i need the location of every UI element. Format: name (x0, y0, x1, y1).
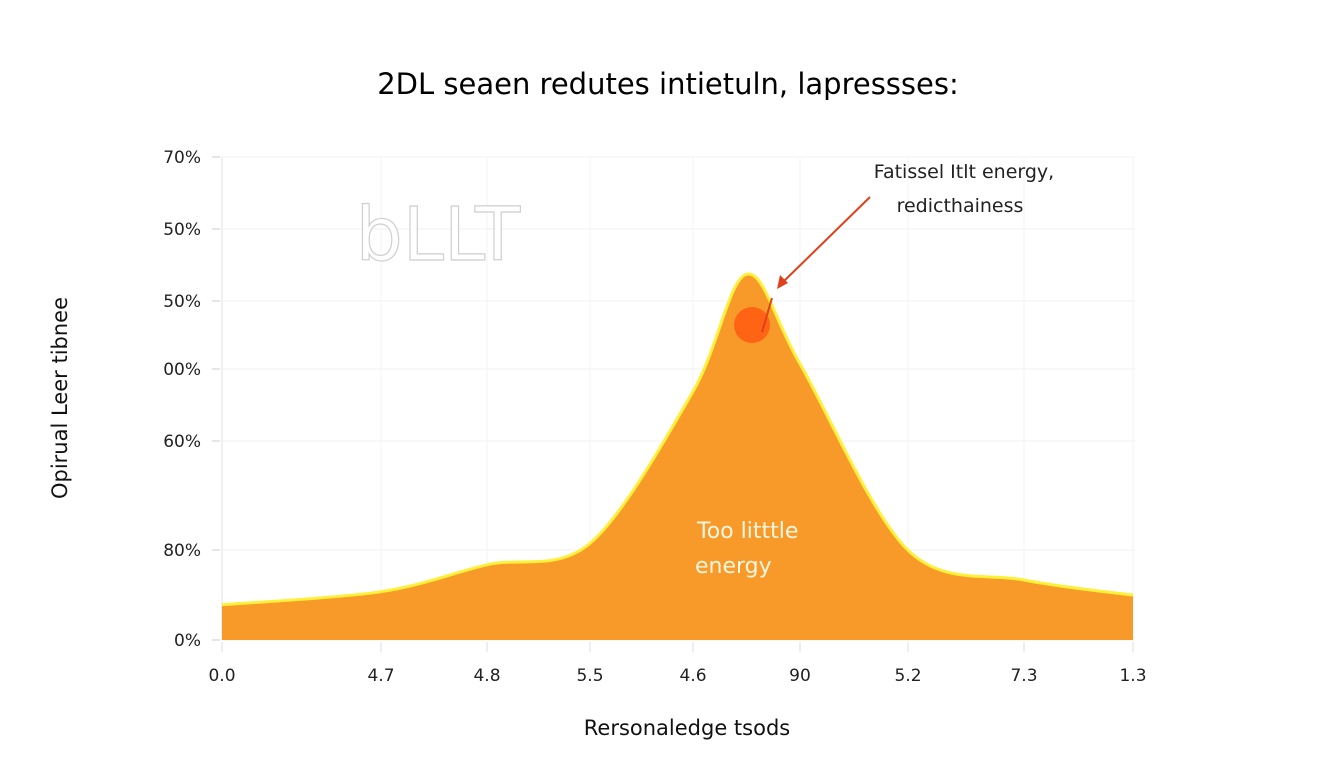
y-tick-label: 00% (163, 360, 201, 380)
x-tick-label: 4.6 (679, 666, 706, 686)
x-tick-label: 90 (789, 666, 811, 686)
y-tick-label: 60% (163, 432, 201, 452)
chart-title: 2DL seaen redutes intietuln, lapressses: (377, 67, 959, 101)
x-axis: 0.0 4.7 4.8 5.5 4.6 90 5.2 7.3 1.3 (208, 642, 1147, 686)
inside-label-line1: Too litttle (696, 519, 798, 544)
x-axis-title: Rersonaledge tsods (584, 716, 790, 740)
watermark: bLLT (356, 192, 521, 278)
x-tick-label: 4.8 (473, 666, 500, 686)
y-tick-label: 0% (174, 631, 201, 651)
inside-label-line2: energy (695, 554, 772, 579)
y-tick-label: 70% (163, 148, 201, 168)
peak-marker (734, 307, 770, 343)
series-line (221, 272, 1134, 607)
callout-label-line2: redicthainess (897, 195, 1024, 217)
x-tick-label: 0.0 (208, 666, 235, 686)
x-tick-label: 1.3 (1119, 666, 1146, 686)
y-tick-label: 80% (163, 541, 201, 561)
callout-pointer (761, 297, 773, 333)
x-tick-label: 5.5 (576, 666, 603, 686)
area-fill (222, 274, 1133, 640)
y-tick-label: 50% (163, 292, 201, 312)
x-tick-label: 7.3 (1010, 666, 1037, 686)
x-tick-label: 4.7 (367, 666, 394, 686)
y-axis: 70% 50% 50% 00% 60% 80% 0% (163, 148, 220, 651)
y-tick-label: 50% (163, 220, 201, 240)
y-axis-title: Opirual Leer tibnee (48, 297, 72, 499)
callout-arrow (780, 196, 871, 285)
x-tick-label: 5.2 (894, 666, 921, 686)
callout-label-line1: Fatissel Itlt energy, (874, 161, 1054, 183)
callout-arrowhead (777, 275, 788, 289)
